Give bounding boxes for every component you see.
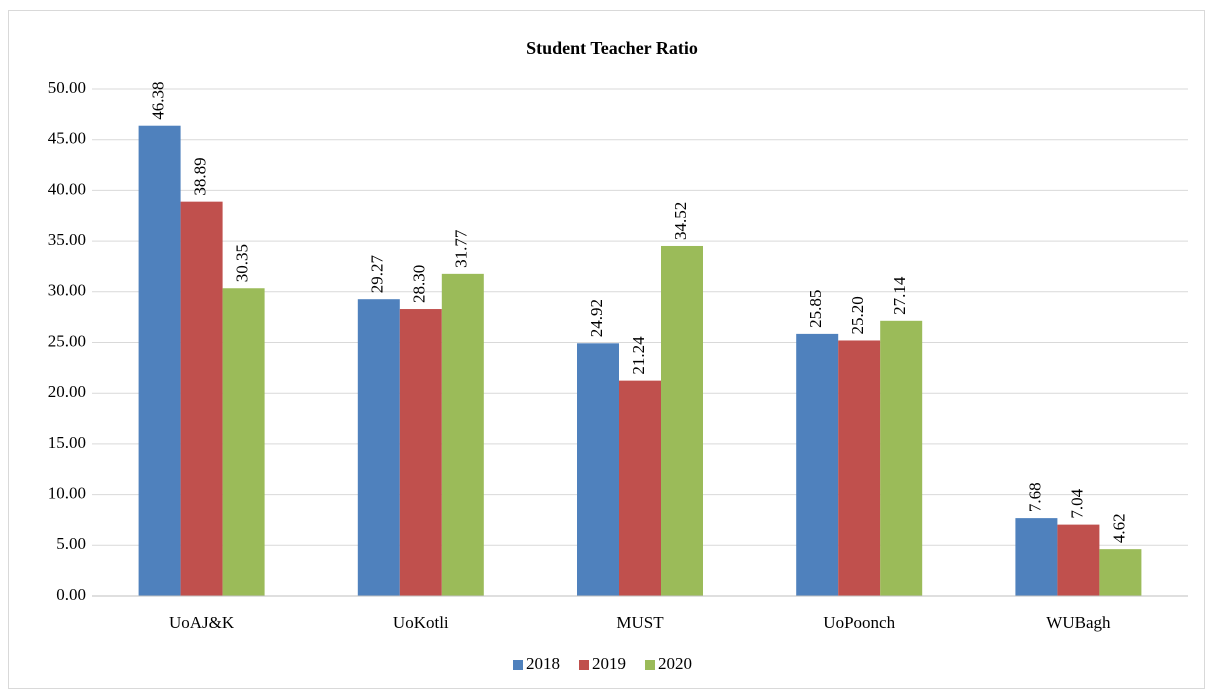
y-tick-label: 40.00	[48, 179, 86, 198]
legend-swatch	[513, 660, 523, 670]
data-label: 29.27	[368, 254, 387, 293]
legend-label: 2019	[592, 654, 626, 673]
bar	[619, 380, 661, 596]
bar	[1057, 524, 1100, 596]
bar	[1099, 549, 1142, 596]
data-label: 38.89	[191, 157, 210, 195]
data-label: 24.92	[587, 299, 606, 337]
y-tick-label: 0.00	[56, 585, 86, 604]
bar	[796, 333, 839, 596]
y-tick-label: 15.00	[48, 433, 86, 452]
legend-label: 2020	[658, 654, 692, 673]
x-tick-label: UoKotli	[393, 613, 449, 632]
y-tick-label: 30.00	[48, 281, 86, 300]
bar	[399, 309, 442, 596]
y-tick-label: 35.00	[48, 230, 86, 249]
legend-swatch	[579, 660, 589, 670]
data-label: 31.77	[452, 229, 471, 268]
bar	[138, 125, 181, 597]
y-tick-label: 25.00	[48, 331, 86, 350]
x-tick-label: UoAJ&K	[169, 613, 235, 632]
data-label: 25.85	[806, 290, 825, 328]
x-tick-label: UoPoonch	[823, 613, 895, 632]
data-label: 21.24	[629, 336, 648, 375]
bar	[441, 273, 484, 596]
bar	[577, 343, 619, 596]
bar	[222, 288, 265, 596]
bar	[1015, 518, 1058, 596]
y-tick-label: 5.00	[56, 534, 86, 553]
data-label: 34.52	[671, 202, 690, 240]
chart-title: Student Teacher Ratio	[526, 38, 698, 58]
data-label: 7.04	[1067, 488, 1086, 518]
bar	[880, 320, 923, 596]
legend-label: 2018	[526, 654, 560, 673]
bar	[838, 340, 881, 596]
y-tick-label: 10.00	[48, 484, 86, 503]
x-tick-label: MUST	[616, 613, 664, 632]
data-label: 4.62	[1109, 513, 1128, 543]
bar	[357, 299, 400, 596]
data-label: 25.20	[848, 296, 867, 334]
y-tick-label: 45.00	[48, 129, 86, 148]
x-tick-label: WUBagh	[1046, 613, 1111, 632]
bar	[661, 245, 703, 596]
data-label: 46.38	[149, 81, 168, 119]
bar	[180, 201, 223, 596]
y-tick-label: 20.00	[48, 382, 86, 401]
data-label: 27.14	[890, 276, 909, 315]
data-label: 7.68	[1025, 482, 1044, 512]
y-tick-label: 50.00	[48, 78, 86, 97]
legend-swatch	[645, 660, 655, 670]
data-label: 30.35	[233, 244, 252, 282]
data-label: 28.30	[410, 265, 429, 303]
